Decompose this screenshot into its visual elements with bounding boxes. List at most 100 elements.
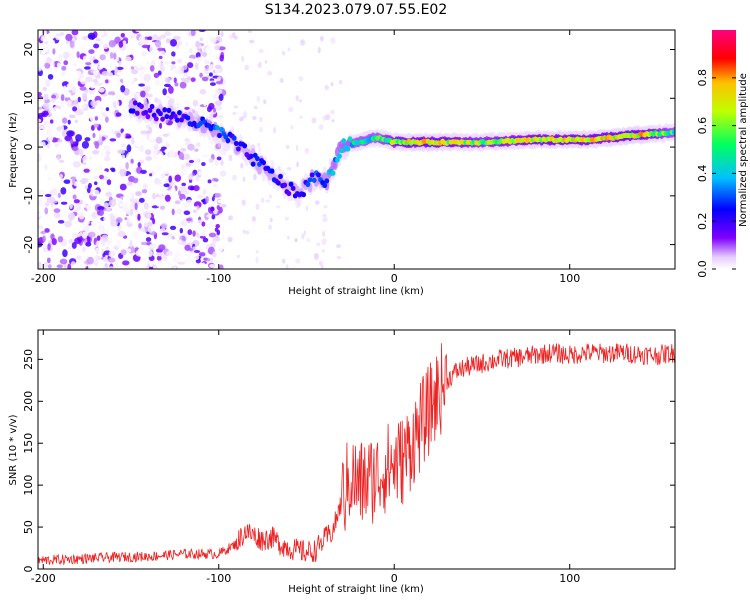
spectrogram-ridge-cell: [134, 110, 140, 116]
spectrogram-noise-blob: [43, 30, 47, 37]
spectrogram-noise-blob: [194, 148, 199, 152]
spectrogram-noise-blob: [109, 60, 116, 68]
spectrogram-noise-blob: [60, 113, 66, 119]
y-tick-label: 100: [22, 475, 35, 496]
spectrogram-noise-blob: [101, 170, 108, 176]
spectrogram-noise-blob: [202, 237, 209, 243]
spectrogram-noise-blob: [79, 247, 84, 251]
x-tick-label: 0: [391, 272, 398, 285]
spectrogram-noise-blob: [182, 30, 187, 36]
spectrogram-noise-blob: [109, 213, 114, 219]
spectrogram-noise-blob: [79, 45, 88, 54]
x-tick-label: 100: [559, 272, 580, 285]
spectrogram-noise-blob: [149, 45, 155, 54]
spectrogram-noise-blob: [207, 200, 215, 208]
spectrogram-noise-blob: [191, 43, 195, 48]
spectrogram-noise-blob: [120, 143, 127, 148]
spectrogram-ridge-cell: [334, 157, 340, 163]
spectrogram-noise-blob: [265, 199, 270, 203]
spectrogram-noise-blob: [140, 130, 148, 135]
spectrogram-noise-blob: [114, 261, 119, 269]
spectrogram-noise-blob: [79, 148, 84, 157]
spectrogram-noise-blob: [156, 199, 160, 207]
spectrogram-noise-blob: [253, 173, 257, 181]
spectrogram-noise-blob: [45, 79, 51, 87]
spectrogram-noise-blob: [164, 194, 171, 202]
spectrogram-noise-blob: [86, 235, 91, 243]
spectrogram-noise-blob: [194, 62, 199, 70]
spectrogram-noise-blob: [99, 174, 104, 180]
spectrogram-noise-blob: [198, 252, 206, 257]
spectrogram-noise-blob: [95, 38, 101, 42]
spectrogram-noise-blob: [126, 181, 133, 186]
spectrogram-noise-blob: [46, 122, 54, 127]
spectrogram-ridge-cell: [160, 116, 165, 122]
spectrogram-noise-blob: [113, 52, 117, 60]
spectrogram-noise-blob: [126, 153, 131, 161]
spectrogram-noise-blob: [190, 37, 194, 43]
spectrogram-noise-blob: [118, 41, 124, 48]
spectrogram-noise-blob: [165, 250, 173, 256]
spectrogram-ridge-cell: [139, 103, 144, 109]
spectrogram-noise-blob: [192, 157, 200, 163]
spectrogram-ridge-cell: [347, 136, 353, 142]
spectrogram-noise-blob: [212, 251, 217, 258]
spectrogram-noise-blob: [78, 211, 85, 220]
spectrogram-noise-blob: [126, 135, 132, 139]
spectrogram-noise-blob: [83, 168, 90, 173]
spectrogram-noise-blob: [109, 138, 117, 142]
spectrogram-noise-blob: [181, 168, 187, 176]
spectrogram-noise-blob: [138, 222, 142, 229]
spectrogram-noise-blob: [204, 59, 210, 65]
spectrogram-noise-blob: [67, 119, 71, 125]
spectrogram-noise-blob: [171, 61, 176, 65]
spectrogram-noise-blob: [177, 58, 183, 64]
spectrogram-noise-blob: [187, 229, 193, 236]
spectrogram-noise-blob: [67, 212, 76, 220]
spectrogram-noise-blob: [69, 40, 75, 48]
spectrogram-noise-blob: [56, 264, 64, 269]
spectrogram-noise-blob: [73, 225, 79, 230]
spectrogram-noise-blob: [88, 49, 95, 54]
spectrogram-noise-blob: [209, 257, 214, 263]
spectrogram-ridge-cell: [290, 185, 296, 191]
spectrogram-noise-blob: [104, 51, 109, 55]
spectrogram-noise-blob: [201, 51, 207, 58]
spectrogram-noise-blob: [215, 55, 220, 60]
spectrogram-noise-blob: [174, 250, 181, 257]
spectrogram-noise-blob: [49, 119, 54, 124]
spectrogram-noise-blob: [44, 164, 48, 171]
y-tick-label: -20: [22, 236, 35, 254]
spectrogram-noise-blob: [321, 248, 325, 253]
spectrogram-noise-blob: [205, 196, 209, 204]
spectrogram-noise-blob: [85, 241, 92, 247]
spectrogram-noise-blob: [108, 242, 114, 249]
spectrogram-noise-blob: [330, 109, 335, 115]
colorbar-ticks: 0.0 0.2 0.4 0.6 0.8: [696, 69, 736, 278]
spectrogram-noise-blob: [164, 216, 170, 223]
spectrogram-noise-blob: [55, 223, 62, 227]
spectrogram-noise-blob: [214, 100, 223, 106]
spectrogram-noise-blob: [110, 218, 118, 227]
spectrogram-noise-blob: [59, 173, 64, 179]
spectrogram-noise-blob: [132, 177, 139, 184]
spectrogram-ridge-cell: [217, 132, 222, 139]
spectrogram-noise-blob: [165, 177, 169, 184]
spectrogram-noise-blob: [75, 173, 83, 181]
spectrogram-noise-blob: [38, 67, 42, 72]
spectrogram-noise-blob: [91, 221, 95, 226]
spectrogram-noise-blob: [154, 78, 161, 87]
spectrogram-ridge-cell: [261, 159, 267, 166]
spectrogram-noise-blob: [68, 238, 74, 244]
spectrogram-noise-blob: [47, 170, 55, 179]
spectrogram-noise-blob: [73, 99, 78, 107]
spectrogram-noise-blob: [96, 235, 101, 241]
spectrogram-noise-blob: [325, 114, 331, 121]
spectrogram-noise-blob: [68, 169, 72, 176]
spectrogram-noise-blob: [38, 153, 41, 162]
spectrogram-noise-blob: [56, 62, 61, 68]
spectrogram-noise-blob: [60, 94, 65, 101]
spectrogram-noise-blob: [102, 43, 109, 50]
spectrogram-noise-blob: [44, 207, 49, 215]
spectrogram-noise-blob: [68, 114, 76, 119]
